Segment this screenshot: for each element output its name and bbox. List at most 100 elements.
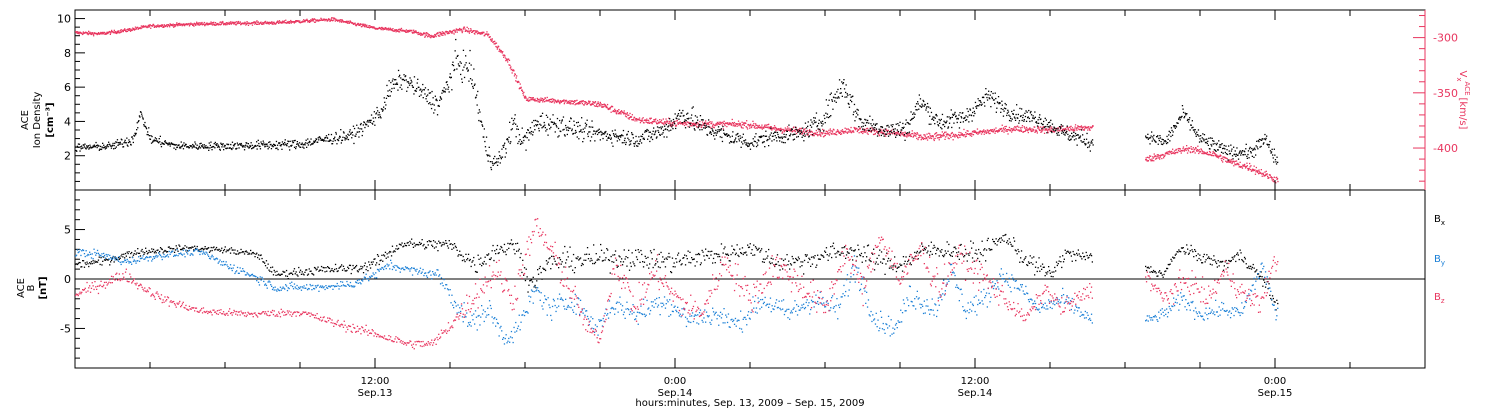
ion_density-point	[211, 149, 213, 151]
vx-point	[1212, 151, 1214, 153]
vx-point	[129, 28, 131, 30]
ion_density-point	[117, 142, 120, 144]
vx-point	[1080, 125, 1083, 127]
ion_density-point	[877, 132, 879, 134]
vx-point	[182, 23, 184, 25]
ion_density-point	[523, 135, 526, 138]
vx-point	[578, 103, 580, 105]
bx-point	[303, 274, 305, 276]
ion_density-point	[776, 131, 779, 134]
ion_density-point	[1010, 117, 1012, 119]
ion_density-point	[1257, 140, 1259, 142]
vx-point	[551, 98, 553, 100]
ion_density-point	[808, 135, 810, 137]
vx-point	[786, 126, 789, 128]
ion_density-point	[1230, 144, 1232, 146]
vx-point	[390, 29, 392, 31]
vx-point	[522, 94, 525, 96]
ion_density-point	[799, 132, 802, 135]
vx-point	[879, 131, 881, 133]
ion_density-point	[577, 121, 579, 123]
vx-point	[733, 124, 735, 126]
ion_density-point	[286, 143, 289, 145]
ion_density-point	[488, 146, 490, 148]
ion_density-point	[205, 145, 207, 147]
ion_density-point	[285, 143, 287, 145]
vx-point	[615, 113, 618, 115]
ion_density-point	[814, 121, 816, 124]
ion_density-point	[353, 142, 355, 145]
vx-point	[899, 135, 902, 137]
ion_density-point	[826, 113, 829, 115]
vx-point	[1002, 128, 1004, 130]
ion_density-point	[524, 136, 527, 138]
vx-point	[1152, 156, 1154, 158]
vx-point	[1178, 148, 1181, 150]
ion_density-point	[649, 131, 651, 133]
ion_density-point	[443, 91, 445, 93]
bx-point	[232, 249, 234, 251]
ion_density-point	[409, 77, 411, 79]
ion_density-point	[160, 143, 162, 146]
vx-point	[496, 48, 498, 50]
ion_density-point	[780, 136, 782, 138]
bx-point	[290, 272, 292, 274]
vx-point	[1216, 156, 1218, 158]
ion_density-point	[363, 121, 366, 124]
vx-point	[993, 129, 996, 131]
ion_density-point	[942, 123, 945, 126]
vx-point	[1021, 125, 1024, 127]
vx-point	[814, 132, 817, 134]
vx-point	[439, 35, 441, 37]
vx-point	[280, 21, 282, 23]
vx-point	[914, 134, 916, 137]
vx-point	[709, 121, 711, 123]
vx-point	[469, 30, 471, 32]
vx-point	[1008, 128, 1010, 131]
vx-point	[1271, 177, 1274, 179]
vx-point	[688, 121, 690, 124]
ion_density-point	[1017, 113, 1019, 116]
vx-point	[99, 32, 102, 34]
ion_density-point	[325, 135, 328, 137]
density-tick-label: 10	[57, 13, 71, 26]
ion_density-point	[463, 76, 466, 79]
vx-point	[559, 100, 561, 102]
vx-point	[777, 128, 779, 130]
bx-point	[298, 266, 300, 269]
ion_density-point	[1011, 110, 1013, 113]
ion_density-point	[501, 148, 503, 150]
vx-point	[304, 21, 306, 23]
vx-point	[810, 134, 812, 136]
ion_density-point	[774, 131, 776, 133]
ion_density-point	[1190, 124, 1192, 126]
ion_density-point	[261, 143, 263, 145]
ion_density-point	[601, 131, 603, 134]
vx-point	[874, 132, 876, 135]
bx-point	[304, 271, 306, 273]
vx-point	[907, 133, 909, 135]
ion_density-point	[318, 139, 320, 141]
vx-point	[502, 54, 504, 56]
vx-point	[534, 100, 536, 102]
bx-point	[262, 261, 264, 263]
ion_density-point	[95, 141, 97, 144]
ion_density-point	[419, 88, 422, 90]
vx-point	[438, 35, 440, 37]
vx-point	[101, 33, 103, 35]
vx-point	[436, 33, 438, 35]
vx-point	[549, 101, 551, 103]
ion_density-point	[88, 148, 90, 150]
vx-point	[749, 127, 751, 129]
vx-point	[594, 102, 596, 104]
vx-point	[1250, 165, 1252, 167]
vx-point	[476, 33, 479, 35]
vx-point	[331, 17, 333, 19]
vx-point	[1271, 179, 1273, 181]
vx-point	[721, 122, 723, 124]
ion_density-point	[1090, 142, 1092, 144]
ion_density-point	[830, 115, 832, 117]
ion_density-point	[569, 127, 571, 129]
ion_density-point	[627, 137, 629, 139]
vx-point	[648, 122, 651, 124]
